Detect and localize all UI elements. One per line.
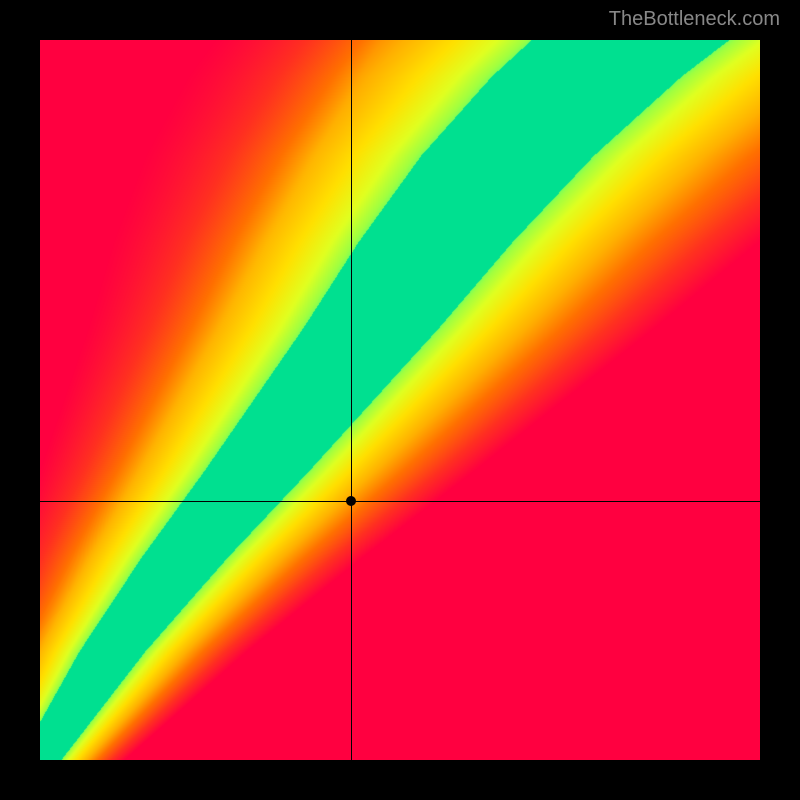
watermark-text: TheBottleneck.com [609,8,780,31]
heatmap-canvas [40,40,760,760]
crosshair-horizontal [40,501,760,502]
crosshair-vertical [351,40,352,760]
heatmap-chart [40,40,760,760]
marker-dot [346,496,356,506]
